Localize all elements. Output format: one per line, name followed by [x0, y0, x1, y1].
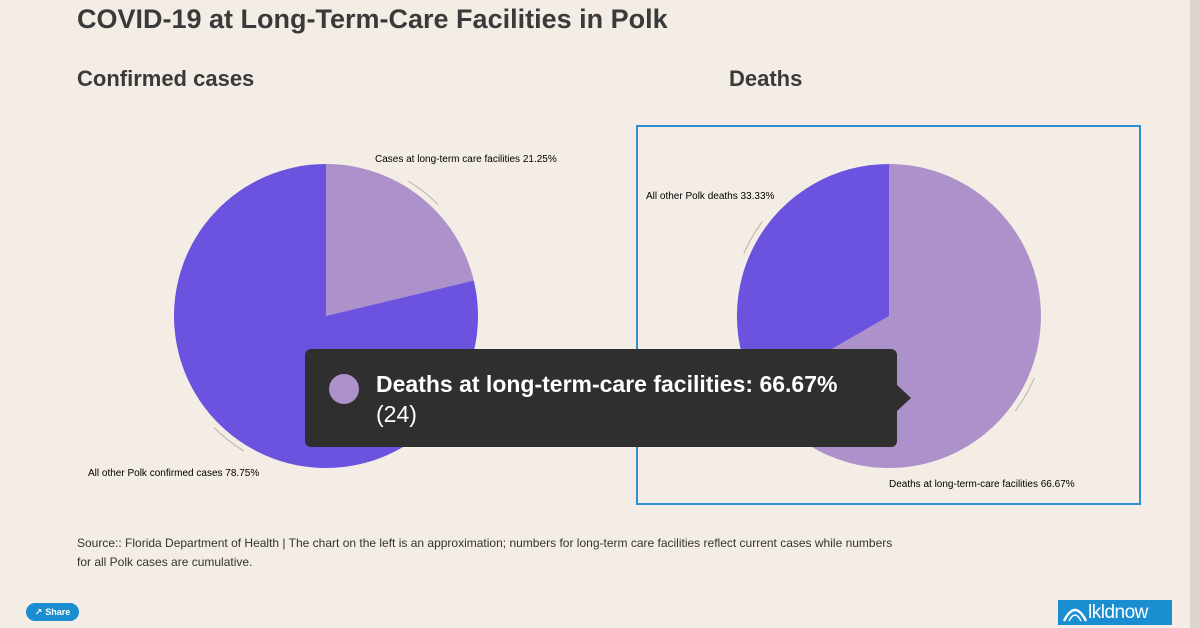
- share-label: Share: [45, 607, 71, 617]
- callout-other-deaths: [743, 220, 763, 255]
- tooltip-count: (24): [376, 401, 417, 427]
- callout-ltc-cases: [408, 180, 439, 205]
- pie-slice-other-deaths[interactable]: [736, 163, 889, 392]
- pie-slice-ltc-cases[interactable]: [326, 164, 474, 316]
- label-other-cases: All other Polk confirmed cases 78.75%: [88, 468, 259, 479]
- logo-text: lkldnow: [1088, 602, 1148, 623]
- lkldnow-logo[interactable]: lkldnow: [1058, 600, 1172, 625]
- callout-ltc-deaths: [1015, 377, 1035, 412]
- page-title: COVID-19 at Long-Term-Care Facilities in…: [77, 4, 668, 34]
- label-other-deaths: All other Polk deaths 33.33%: [646, 191, 775, 202]
- share-icon: ↗: [34, 607, 43, 617]
- label-ltc-deaths: Deaths at long-term-care facilities 66.6…: [889, 479, 1075, 490]
- tooltip-label: Deaths at long-term-care facilities: 66.…: [376, 371, 838, 397]
- tooltip-color-dot: [329, 374, 359, 404]
- deaths-chart-highlight: [636, 125, 1141, 505]
- source-note: Source:: Florida Department of Health | …: [77, 536, 893, 569]
- share-button[interactable]: ↗ Share: [26, 603, 79, 621]
- right-edge-strip: [1190, 0, 1200, 628]
- callout-other-cases: [213, 427, 244, 452]
- confirmed-chart-title: Confirmed cases: [77, 66, 255, 91]
- deaths-chart-title: Deaths: [729, 66, 803, 91]
- chart-tooltip: Deaths at long-term-care facilities: 66.…: [305, 349, 911, 447]
- arch-icon: [1062, 608, 1088, 622]
- label-ltc-cases: Cases at long-term care facilities 21.25…: [375, 154, 557, 165]
